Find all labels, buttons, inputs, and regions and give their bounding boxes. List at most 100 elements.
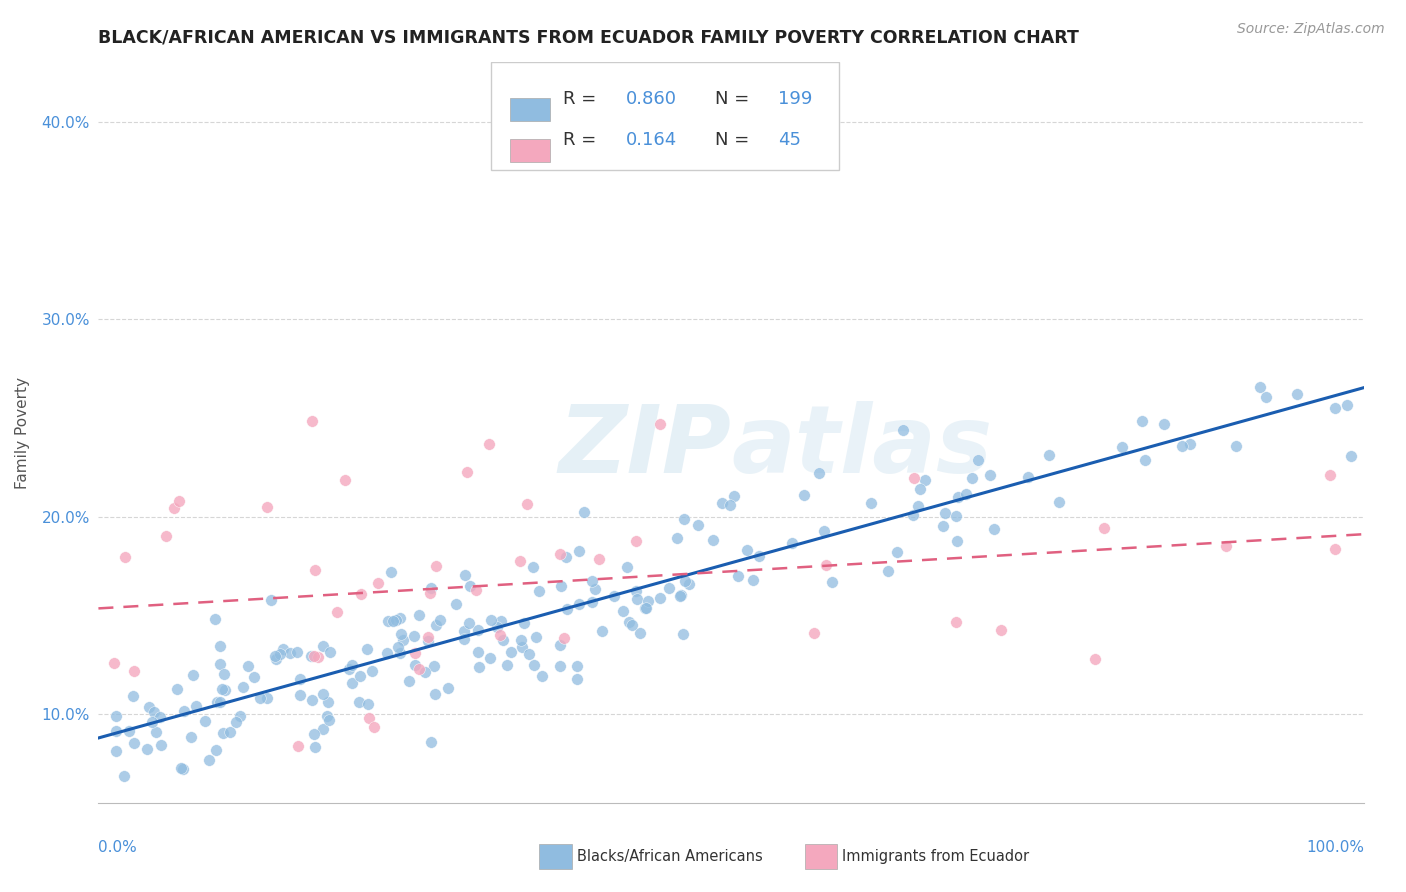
Point bbox=[723, 489, 745, 503]
Point bbox=[117, 805, 139, 820]
Text: N =: N = bbox=[714, 90, 755, 109]
Point bbox=[1340, 449, 1362, 463]
Point bbox=[288, 672, 311, 686]
Point bbox=[419, 586, 441, 600]
FancyBboxPatch shape bbox=[510, 98, 550, 121]
Point bbox=[565, 659, 588, 673]
Point bbox=[389, 611, 412, 625]
Text: 100.0%: 100.0% bbox=[1306, 840, 1364, 855]
Text: N =: N = bbox=[714, 131, 755, 149]
Point bbox=[103, 657, 125, 671]
Point bbox=[479, 613, 502, 627]
Point bbox=[269, 647, 291, 661]
Point bbox=[612, 604, 634, 618]
Point bbox=[932, 518, 955, 533]
Point bbox=[492, 632, 515, 647]
Point bbox=[312, 722, 335, 736]
Point bbox=[489, 628, 512, 642]
Point bbox=[136, 742, 159, 756]
Point bbox=[208, 695, 231, 709]
Point bbox=[181, 668, 204, 682]
Point bbox=[208, 657, 231, 672]
Text: R =: R = bbox=[562, 131, 602, 149]
Point bbox=[104, 744, 127, 758]
Point bbox=[1249, 380, 1271, 394]
FancyBboxPatch shape bbox=[491, 62, 838, 169]
Point bbox=[318, 714, 340, 728]
Point bbox=[616, 560, 638, 574]
Point bbox=[236, 658, 259, 673]
Point bbox=[105, 709, 128, 723]
Point bbox=[285, 644, 308, 658]
Point bbox=[886, 544, 908, 558]
Point bbox=[465, 583, 488, 598]
Point bbox=[349, 668, 371, 682]
Text: Immigrants from Ecuador: Immigrants from Ecuador bbox=[842, 849, 1029, 864]
Point bbox=[212, 725, 235, 739]
Point bbox=[209, 639, 232, 653]
Point bbox=[672, 627, 695, 641]
Point bbox=[650, 417, 672, 431]
Point bbox=[491, 614, 513, 628]
Point bbox=[444, 597, 467, 611]
Point bbox=[117, 724, 139, 739]
Point bbox=[180, 731, 202, 745]
Point bbox=[166, 682, 188, 697]
Point bbox=[420, 581, 443, 595]
Point bbox=[104, 724, 127, 739]
Point bbox=[486, 620, 509, 634]
Point bbox=[301, 693, 323, 707]
Point bbox=[387, 640, 409, 655]
Point bbox=[456, 466, 478, 480]
Point bbox=[803, 626, 825, 640]
Point bbox=[249, 691, 271, 706]
Point bbox=[301, 414, 323, 428]
Point bbox=[496, 658, 519, 673]
Point bbox=[510, 640, 533, 654]
Point bbox=[363, 720, 385, 734]
Point bbox=[211, 682, 233, 697]
Point bbox=[304, 563, 326, 577]
Point bbox=[550, 579, 572, 593]
Point bbox=[122, 690, 145, 704]
Point bbox=[1225, 439, 1247, 453]
Point bbox=[634, 601, 657, 615]
Text: 45: 45 bbox=[778, 131, 801, 149]
Point bbox=[302, 727, 325, 741]
Point bbox=[727, 569, 749, 583]
Point bbox=[437, 681, 460, 695]
Point bbox=[567, 673, 589, 687]
Point bbox=[398, 674, 420, 689]
Point bbox=[793, 488, 815, 502]
Point bbox=[702, 533, 724, 548]
Point bbox=[404, 658, 426, 673]
Point bbox=[658, 581, 681, 595]
Point bbox=[316, 695, 339, 709]
Point bbox=[581, 574, 603, 588]
Point bbox=[626, 592, 648, 607]
Point bbox=[350, 587, 373, 601]
Point bbox=[304, 739, 326, 754]
Point bbox=[555, 602, 578, 616]
Point bbox=[572, 505, 595, 519]
Point bbox=[478, 651, 501, 665]
Point bbox=[1180, 437, 1202, 451]
Point bbox=[418, 630, 440, 644]
Text: 0.0%: 0.0% bbox=[98, 840, 138, 855]
Point bbox=[377, 614, 399, 628]
Point bbox=[907, 499, 929, 513]
Point bbox=[1323, 401, 1346, 416]
Point bbox=[340, 676, 363, 690]
Point bbox=[1133, 453, 1156, 467]
Point bbox=[112, 769, 135, 783]
Point bbox=[278, 647, 301, 661]
Point bbox=[122, 736, 145, 750]
Point bbox=[568, 544, 591, 558]
Point bbox=[122, 664, 145, 678]
Point bbox=[172, 762, 194, 776]
Point bbox=[467, 659, 489, 673]
Point bbox=[408, 607, 430, 622]
Point bbox=[860, 496, 883, 510]
Point bbox=[671, 588, 693, 602]
Point bbox=[735, 542, 758, 557]
